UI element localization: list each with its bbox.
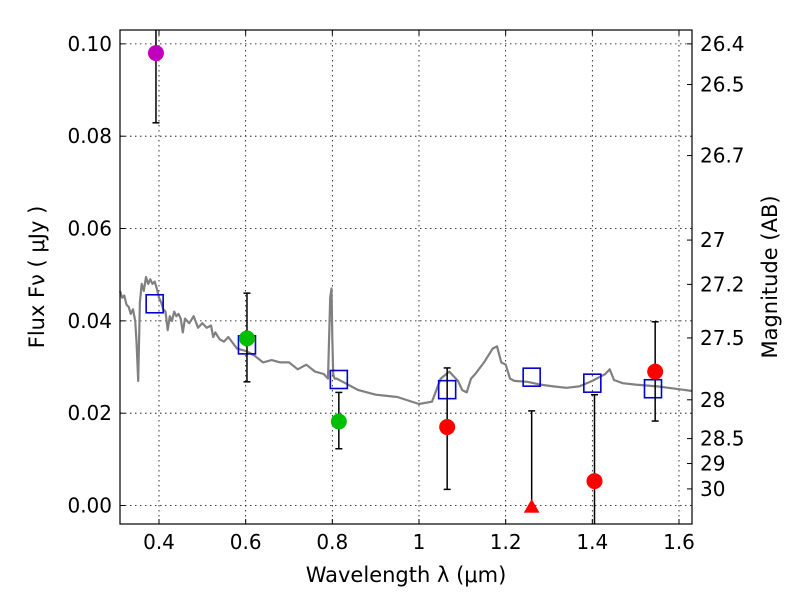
model-photometry-square (643, 378, 663, 399)
model-photometry-square (145, 293, 164, 314)
y-tick-label: 0.02 (67, 401, 112, 425)
x-tick-label: 1 (413, 530, 426, 554)
plot-area (118, 30, 693, 524)
right-tick-label: 27 (700, 228, 725, 252)
upper-limit-triangle (523, 498, 540, 513)
right-tick-label: 30 (700, 477, 725, 501)
y-tick-label: 0.04 (67, 309, 112, 333)
model-photometry-square (583, 373, 602, 393)
observed-flux-point (647, 363, 664, 380)
grid-lines (120, 30, 692, 524)
model-photometry-square (522, 367, 541, 387)
observed-flux-point (147, 45, 164, 62)
observed-flux-point (330, 413, 347, 430)
plot-frame (119, 29, 693, 525)
x-tick-label: 0.4 (143, 530, 175, 554)
y-tick-label: 0.10 (67, 32, 112, 56)
right-tick-label: 26.7 (700, 144, 745, 168)
y-tick-label: 0.06 (67, 217, 112, 241)
right-tick-label: 26.4 (700, 32, 745, 56)
x-axis-label: Wavelength λ (μm) (306, 563, 507, 587)
observed-flux-point (586, 473, 603, 490)
right-tick-label: 27.5 (700, 326, 745, 350)
right-tick-label: 27.2 (700, 272, 745, 296)
axis-ticks: 0.4 0.6 0.8 1 1.2 1.4 1.6 0.00 0.02 0.04 0.06 0.08 0… (67, 30, 745, 554)
x-tick-label: 1.6 (663, 530, 695, 554)
model-photometry-square (329, 369, 349, 390)
right-tick-label: 28 (700, 388, 725, 412)
sed-model-line (118, 275, 693, 406)
x-tick-label: 0.6 (230, 530, 262, 554)
observed-flux-point (439, 419, 456, 436)
observed-flux-point (238, 330, 255, 347)
y-tick-label: 0.00 (67, 494, 112, 518)
x-tick-label: 1.2 (490, 530, 522, 554)
y-axis-label: Flux Fν ( μJy ) (25, 206, 49, 349)
right-tick-label: 29 (700, 452, 725, 476)
right-tick-label: 28.5 (700, 427, 745, 451)
x-tick-label: 1.4 (576, 530, 608, 554)
y-tick-label: 0.08 (67, 124, 112, 148)
right-axis-label: Magnitude (AB) (758, 195, 782, 358)
right-tick-label: 26.5 (700, 72, 745, 96)
x-tick-label: 0.8 (316, 530, 348, 554)
